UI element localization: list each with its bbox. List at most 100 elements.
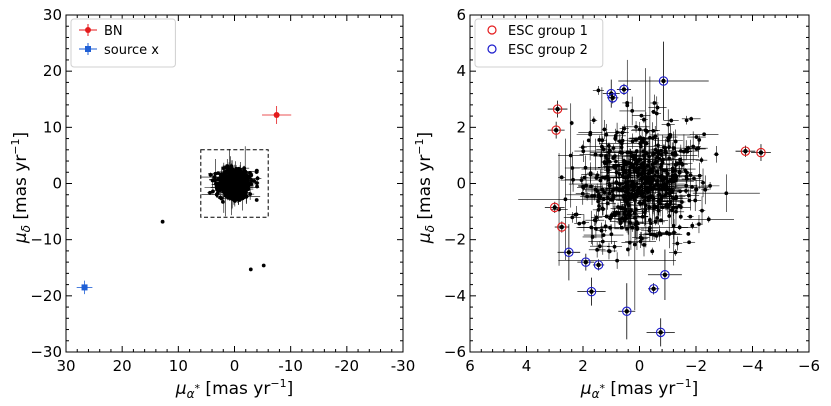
data-point [664,176,669,181]
x-tick-label: 20 [113,357,132,375]
data-point [582,175,587,180]
data-point [255,176,260,181]
plot-area [518,41,771,347]
data-point [221,199,225,204]
data-point [622,126,627,131]
right-panel: 6 4 2 0 −2 −4 −6 −6 −4 −2 0 2 4 6 μα* [mas yr−1] μδ [ma… [413,6,820,401]
data-point [637,127,642,132]
data-point [596,88,601,93]
data-point [237,197,242,202]
x-tick-label: -20 [335,357,360,375]
data-point [224,178,229,182]
data-point [642,157,647,161]
data-point [678,214,683,219]
data-point [686,193,691,198]
y-tick-label: −30 [30,343,62,361]
data-point [580,145,585,150]
data-point [632,242,637,247]
data-point [594,226,598,231]
data-point [659,152,664,157]
data-point [655,150,660,155]
x-tick-label: -30 [391,357,416,375]
data-point [241,172,246,177]
data-point [688,173,693,178]
data-point [563,197,568,202]
data-point [697,137,702,142]
data-point [238,192,243,197]
data-point [609,232,614,237]
data-point [667,202,672,207]
data-point [634,194,639,199]
data-point [702,132,707,137]
x-tick-label: 0 [230,357,240,375]
data-point [671,205,676,210]
data-point [210,189,215,194]
data-point [254,170,259,174]
data-point [584,183,588,188]
data-point [662,168,667,173]
data-point [595,173,600,178]
data-point [600,239,605,244]
data-point [559,175,564,180]
data-point [223,190,228,195]
x-tick-label: 6 [465,357,475,375]
y-tick-label: −2 [444,231,466,249]
data-point [673,139,678,144]
data-point [689,116,694,121]
data-point [626,179,630,184]
data-point [232,190,236,195]
esc-marker [660,270,670,280]
x-tick-label: 30 [56,357,75,375]
data-point [217,185,222,190]
data-point [581,184,585,189]
data-point [226,186,231,191]
esc-marker [549,202,560,213]
data-point [651,109,656,114]
data-point [597,204,601,208]
data-point [674,209,678,214]
data-point [231,173,235,178]
data-point [624,216,628,221]
data-point [680,200,684,204]
data-point [610,95,615,101]
data-point [669,118,674,123]
data-point [639,176,644,181]
data-point [579,178,584,183]
x-tick-label: −2 [685,357,707,375]
data-point [599,144,604,149]
data-point [690,223,695,228]
data-point [634,124,638,129]
data-point [236,174,241,178]
y-tick-label: −10 [30,231,62,249]
data-point [611,146,616,150]
x-tick-label: −4 [741,357,763,375]
data-point [589,225,594,230]
zoom-box [200,149,269,218]
y-tick-label: 30 [43,6,62,24]
data-point [674,177,678,182]
data-point [248,171,252,176]
data-point [577,221,582,226]
data-point [620,188,625,193]
data-point [683,168,688,173]
data-point [208,190,212,195]
data-point [626,173,631,178]
legend-label: source x [104,43,159,58]
data-point [601,233,606,237]
data-point [244,194,249,199]
data-point [228,173,232,178]
data-point [615,130,619,135]
data-point [586,138,591,143]
data-point [645,180,649,185]
data-point [588,171,593,176]
data-point [596,262,601,268]
data-point [638,157,643,162]
data-point [628,220,633,225]
y-tick-label: 2 [456,118,466,136]
data-point [595,189,600,193]
data-point [230,185,234,190]
legend-marker-open-circle [487,25,497,35]
data-point [666,122,671,127]
data-point [243,169,248,174]
data-point [227,166,231,171]
